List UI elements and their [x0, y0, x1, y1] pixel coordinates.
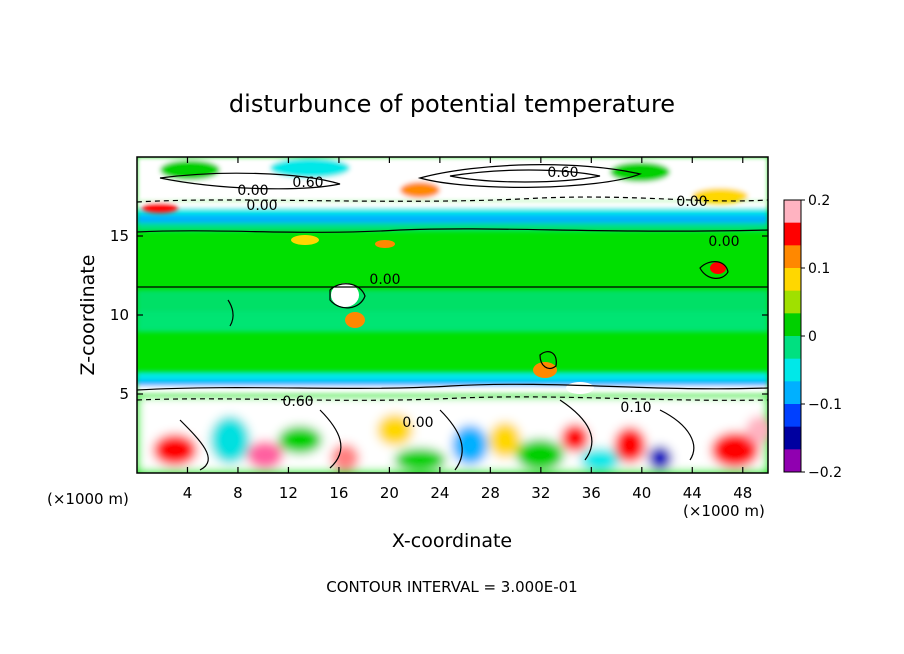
contour-label: 0.60: [292, 175, 323, 191]
x-tick-label: 16: [329, 484, 348, 502]
x-unit-label-right: (×1000 m): [683, 502, 765, 520]
colorbar-segment: [784, 200, 801, 224]
x-tick-label: 44: [683, 484, 702, 502]
colorbar-segment: [784, 222, 801, 246]
x-tick-label: 28: [481, 484, 500, 502]
colorbar-segment: [784, 290, 801, 314]
colorbar-segment: [784, 336, 801, 360]
contour-label: 0.00: [237, 183, 268, 199]
colorbar-segment: [784, 449, 801, 473]
y-axis-ticks: 5 10 15: [110, 227, 768, 403]
heatmap-field: [137, 157, 768, 473]
colorbar-tick-label: 0.1: [808, 261, 830, 277]
y-tick-label: 15: [110, 227, 129, 245]
contour-label: 0.60: [547, 165, 578, 181]
x-tick-label: 12: [279, 484, 298, 502]
x-tick-label: 8: [233, 484, 243, 502]
colorbar-segment: [784, 381, 801, 405]
contour-labels: 0.600.000.600.00 0.000.000.000.600.000.10: [237, 165, 739, 431]
contour-label: 0.00: [708, 234, 739, 250]
colorbar-segment: [784, 245, 801, 269]
colorbar-segment: [784, 358, 801, 382]
x-tick-label: 32: [531, 484, 550, 502]
x-tick-label: 24: [430, 484, 449, 502]
contour-label: 0.00: [402, 415, 433, 431]
colorbar-segment: [784, 404, 801, 428]
colorbar-segment: [784, 426, 801, 450]
y-tick-label: 10: [110, 306, 129, 324]
x-tick-label: 36: [582, 484, 601, 502]
x-tick-label: 40: [632, 484, 651, 502]
colorbar-tick-labels: 0.2 0.1 0 −0.1 −0.2: [801, 193, 842, 481]
y-tick-label: 5: [119, 385, 129, 403]
field-top-region: [137, 157, 768, 213]
field-convective-cells: [291, 235, 726, 394]
contour-label: 0.00: [246, 198, 277, 214]
contour-interval-note: CONTOUR INTERVAL = 3.000E-01: [326, 578, 577, 596]
x-tick-label: 20: [380, 484, 399, 502]
contour-label: 0.60: [282, 394, 313, 410]
y-axis-label: Z-coordinate: [77, 255, 99, 376]
contour-label: 0.00: [676, 194, 707, 210]
colorbar-tick-label: 0: [808, 329, 817, 345]
contour-label: 0.00: [369, 272, 400, 288]
colorbar-tick-label: 0.2: [808, 193, 830, 209]
x-tick-label: 48: [733, 484, 752, 502]
colorbar-segment: [784, 268, 801, 292]
x-axis-ticks: 4 8 12 16 20 24 28 32 36 40 44 48: [183, 157, 752, 502]
field-mid-bands: [137, 200, 768, 394]
x-tick-label: 4: [183, 484, 193, 502]
x-axis-label: X-coordinate: [392, 530, 512, 552]
x-unit-label-left: (×1000 m): [47, 490, 129, 508]
contour-lines: [137, 164, 768, 471]
colorbar: [783, 199, 802, 473]
colorbar-tick-label: −0.2: [808, 465, 842, 481]
colorbar-tick-label: −0.1: [808, 397, 842, 413]
field-lower-mixed: [137, 395, 768, 473]
contour-label: 0.10: [620, 400, 651, 416]
colorbar-segment: [784, 313, 801, 337]
chart-title: disturbunce of potential temperature: [229, 90, 675, 118]
